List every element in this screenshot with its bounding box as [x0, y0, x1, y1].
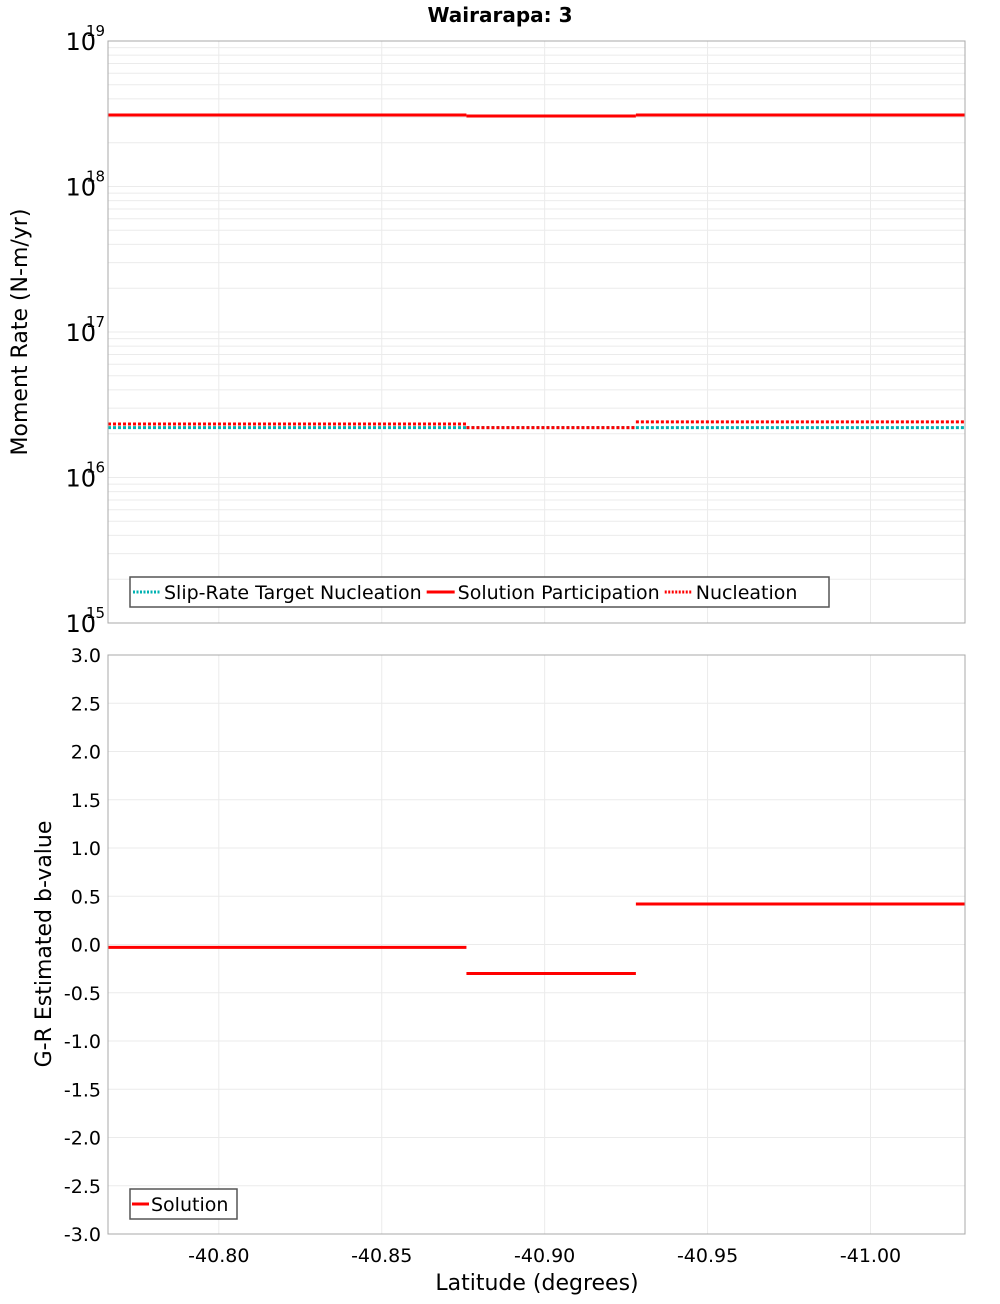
bottom-y-axis-label: G-R Estimated b-value	[32, 821, 57, 1068]
top-y-axis-label: Moment Rate (N-m/yr)	[8, 209, 33, 456]
top-series-lines	[108, 115, 965, 428]
y-tick-label: -1.5	[64, 1079, 101, 1101]
y-tick-label: 2.0	[71, 742, 101, 764]
y-tick-label: 1.0	[71, 838, 101, 860]
bottom-gridlines	[108, 655, 965, 1234]
y-tick-label: 1016	[65, 459, 105, 493]
y-tick-label: -2.5	[64, 1176, 101, 1198]
legend-label: Solution Participation	[458, 582, 660, 604]
y-tick-label: -1.0	[64, 1031, 101, 1053]
svg-text:15: 15	[86, 604, 105, 622]
bottom-y-tick-labels: 3.0 2.5 2.0 1.5 1.0 0.5 0.0 -0.5 -1.0 -1.5 -2.0 -2.…	[64, 645, 101, 1246]
x-tick-label: -41.00	[840, 1245, 901, 1267]
y-tick-label: 0.0	[71, 935, 101, 957]
top-y-tick-labels: 1019 1018 1017 1016 1015	[65, 22, 105, 638]
svg-text:17: 17	[86, 313, 105, 331]
svg-text:16: 16	[86, 459, 105, 477]
chart-figure: Wairarapa: 3 1019 1018 1017 1016 1015 Moment…	[0, 0, 1000, 1300]
y-tick-label: -0.5	[64, 983, 101, 1005]
svg-text:19: 19	[86, 22, 105, 40]
x-tick-label: -40.90	[514, 1245, 575, 1267]
x-tick-labels: -40.80 -40.85 -40.90 -40.95 -41.00	[188, 1245, 901, 1267]
y-tick-label: 1017	[65, 313, 105, 347]
y-tick-label: 1019	[65, 22, 105, 56]
y-tick-label: 1015	[65, 604, 105, 638]
y-tick-label: 2.5	[71, 693, 101, 715]
x-tick-label: -40.95	[677, 1245, 738, 1267]
moment-rate-panel: 1019 1018 1017 1016 1015 Moment Rate (N-m/yr…	[8, 22, 965, 638]
x-tick-label: -40.80	[188, 1245, 249, 1267]
y-tick-label: -2.0	[64, 1128, 101, 1150]
y-tick-label: 1018	[65, 168, 105, 202]
y-tick-label: -3.0	[64, 1224, 101, 1246]
top-gridlines	[108, 41, 965, 623]
chart-title: Wairarapa: 3	[427, 3, 572, 27]
svg-text:18: 18	[86, 168, 105, 186]
legend-label: Nucleation	[696, 582, 798, 604]
bottom-legend: Solution	[130, 1189, 237, 1219]
x-axis-label: Latitude (degrees)	[435, 1271, 638, 1296]
y-tick-label: 1.5	[71, 790, 101, 812]
x-tick-label: -40.85	[351, 1245, 412, 1267]
bottom-series-lines	[108, 904, 965, 973]
b-value-panel: 3.0 2.5 2.0 1.5 1.0 0.5 0.0 -0.5 -1.0 -1.5 -2.0 -2.…	[32, 645, 965, 1296]
top-legend: Slip-Rate Target Nucleation Solution Part…	[130, 577, 829, 607]
legend-label: Slip-Rate Target Nucleation	[164, 582, 422, 604]
legend-label: Solution	[151, 1194, 228, 1216]
y-tick-label: 3.0	[71, 645, 101, 667]
y-tick-label: 0.5	[71, 886, 101, 908]
